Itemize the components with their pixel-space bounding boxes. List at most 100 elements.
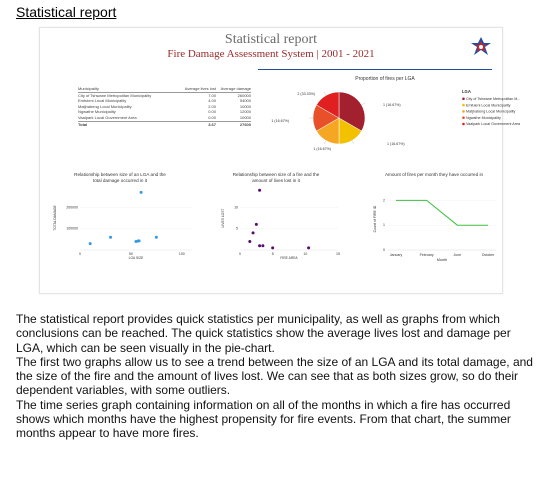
x-tick-label: 50 — [129, 252, 133, 256]
paragraph: The time series graph containing informa… — [16, 397, 511, 441]
legend-swatch — [462, 122, 465, 126]
x-axis-label: FIRE AREA — [280, 256, 298, 260]
x-tick-label: 15 — [336, 252, 340, 256]
table-cell: Emfuleni Local Municipality — [78, 98, 127, 104]
scatter-point — [307, 246, 311, 250]
scatter-point — [251, 231, 255, 235]
pie-slice — [316, 91, 340, 119]
table-header-cell: Municipality — [78, 86, 99, 91]
table-cell: City of Tshwane Metropolitan Municipalit… — [78, 92, 152, 98]
x-axis-label: Month — [437, 258, 448, 262]
scatter-point — [109, 235, 113, 239]
legend-swatch — [462, 103, 465, 107]
x-tick-label: January — [390, 253, 403, 257]
table-row: Vaalpark Local Government Area 0.00 1000… — [78, 115, 251, 121]
y-axis-label: LIVES LOST — [221, 209, 225, 228]
x-axis-label: LGA SIZE — [129, 256, 144, 260]
legend-item: Matjhabeng Local Municipality — [466, 110, 516, 114]
pie-chart: Proportion of fires per LGA 1 (16.67%) 2 (… — [271, 76, 521, 151]
table-cell: Matjhabeng Local Municipality — [78, 103, 132, 109]
pie-slice — [338, 91, 366, 132]
pie-leader-line — [323, 140, 327, 145]
table-cell: Total — [78, 121, 88, 127]
table-row: Ngwathe Municipality 0.00 12000 — [78, 109, 251, 115]
fire-service-emblem-icon — [471, 37, 491, 55]
scatter-chart-lga-damage: Relationship between size of an LGA and … — [53, 172, 192, 260]
y-tick-label: 1 — [383, 223, 385, 227]
scatter-point — [137, 239, 141, 243]
pie-slice-label: 1 (16.67%) — [387, 142, 405, 146]
table-cell: 260000 — [237, 92, 251, 98]
pie-slice-label: 2 (33.33%) — [297, 92, 315, 96]
table-cell: 10000 — [239, 103, 251, 109]
x-tick-label: 0 — [239, 252, 241, 256]
y-tick-label: 2 — [383, 198, 385, 202]
table-cell: 3.67 — [208, 121, 216, 127]
chart-title: Proportion of fires per LGA — [355, 76, 415, 82]
y-tick-label: 100000 — [66, 227, 78, 231]
chart-title: total damage occurred in it — [93, 178, 148, 183]
table-cell: 12000 — [239, 109, 251, 115]
chart-title: Amount of fires per month they have occu… — [385, 172, 483, 177]
table-cell: 2.00 — [208, 103, 216, 109]
chart-title: Relationship between size of an LGA and … — [74, 172, 166, 177]
legend-item: Vaalpark Local Government Area — [466, 122, 521, 126]
pie-slice-label: 1 (16.67%) — [313, 147, 331, 151]
chart-title: Relationship between size of a fire and … — [233, 172, 320, 177]
table-cell: Vaalpark Local Government Area — [78, 114, 137, 120]
table-header-cell: Average damage — [220, 86, 251, 91]
x-tick-label: 10 — [303, 252, 307, 256]
legend-item: Emfuleni Local Municipality — [466, 103, 511, 107]
pie-leader-line — [361, 102, 366, 106]
report-subtitle: Fire Damage Assessment System | 2001 - 2… — [167, 48, 375, 60]
table-row: City of Tshwane Metropolitan Municipalit… — [78, 93, 251, 99]
scatter-point — [254, 222, 258, 226]
legend-item: Ngwathe Municipality — [466, 116, 501, 120]
table-cell: 4.00 — [208, 98, 216, 104]
y-tick-label: 5 — [236, 227, 238, 231]
paragraph: The statistical report provides quick st… — [16, 312, 511, 355]
scatter-point — [258, 188, 262, 192]
y-axis-label: Count of FIRE ID — [373, 205, 377, 232]
x-tick-label: 5 — [272, 252, 274, 256]
pie-slice-label: 1 (16.67%) — [271, 119, 289, 123]
scatter-point — [88, 242, 92, 246]
paragraph: The first two graphs allow us to see a t… — [16, 354, 533, 398]
table-cell: 0.00 — [208, 109, 216, 115]
report-title: Statistical report — [224, 32, 318, 47]
x-tick-label: February — [420, 253, 434, 257]
x-tick-label: October — [482, 253, 495, 257]
scatter-point — [258, 244, 262, 248]
table-cell: Ngwathe Municipality — [78, 109, 116, 115]
y-tick-label: 0 — [383, 248, 385, 252]
table-cell: 54000 — [239, 98, 251, 104]
chart-title: amount of lives lost in it — [252, 178, 300, 183]
x-tick-label: June — [454, 253, 462, 257]
title-divider — [258, 69, 492, 70]
stats-table: Municipality Average lives lost Average … — [78, 86, 251, 127]
pie-slice-label: 1 (16.67%) — [383, 103, 401, 107]
table-cell: 10000 — [239, 114, 251, 120]
y-tick-label: 200000 — [66, 205, 78, 209]
legend-item: City of Tshwane Metropolitan M... — [466, 97, 520, 101]
table-header-cell: Average lives lost — [184, 86, 216, 91]
report-image: Statistical report Fire Damage Assessmen… — [39, 27, 521, 294]
table-header: Municipality Average lives lost Average … — [78, 86, 251, 93]
pie-leader-line — [351, 140, 355, 145]
table-row: Emfuleni Local Municipality 4.00 54000 — [78, 98, 251, 104]
scatter-point — [154, 235, 158, 239]
table-cell: 27600 — [239, 121, 251, 127]
x-tick-label: 100 — [179, 252, 185, 256]
table-row: Matjhabeng Local Municipality 2.00 10000 — [78, 104, 251, 110]
description: The statistical report provides quick st… — [16, 312, 536, 441]
table-total-row: Total 3.67 27600 — [78, 120, 251, 128]
table-cell: 7.00 — [208, 92, 216, 98]
scatter-point — [139, 190, 143, 194]
table-cell: 0.00 — [208, 114, 216, 120]
y-axis-label: TOTAL DAMAGE — [53, 204, 57, 230]
legend-swatch — [462, 116, 465, 119]
legend-title: LGA — [462, 89, 471, 94]
y-tick-label: 10 — [234, 205, 238, 209]
x-tick-label: 0 — [79, 252, 81, 256]
scatter-point — [248, 239, 252, 243]
